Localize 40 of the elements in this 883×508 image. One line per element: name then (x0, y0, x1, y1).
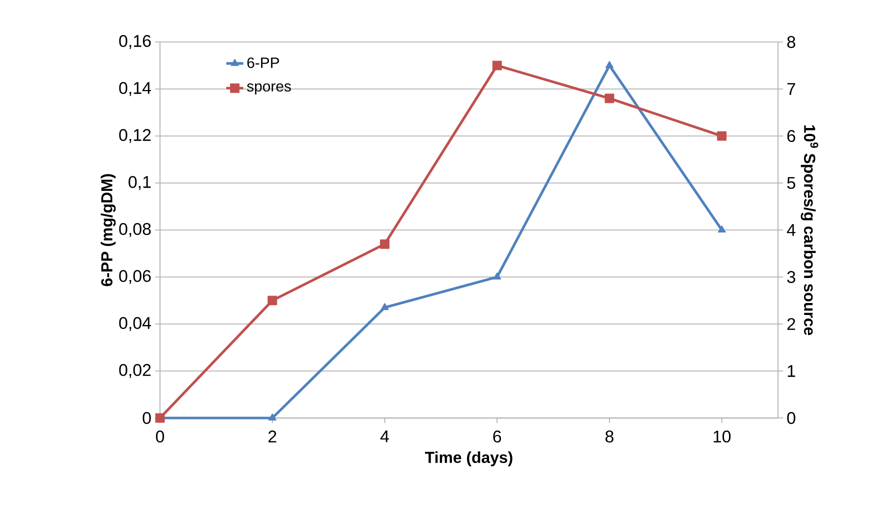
y2-tick-label: 3 (787, 271, 796, 283)
legend-label: spores (247, 83, 291, 95)
x-tick-label: 6 (493, 430, 502, 443)
point (380, 239, 390, 249)
point (717, 131, 727, 141)
point (718, 225, 726, 232)
point (155, 413, 165, 423)
y2-tick-label: 8 (787, 36, 796, 48)
y-tick-label: 0,16 (119, 34, 151, 49)
y-tick-label: 0 (142, 412, 151, 424)
y-tick-label: 0,08 (119, 223, 151, 237)
point (604, 94, 614, 104)
x-tick-label: 0 (156, 430, 164, 443)
x-tick-label: 2 (268, 430, 276, 442)
x-tick-label: 10 (714, 430, 731, 443)
x-axis-title: Time (days) (425, 451, 512, 466)
y-tick-label: 0,04 (119, 317, 151, 331)
y2-tick-label: 2 (787, 318, 796, 330)
y-tick-label: 0,1 (128, 176, 151, 190)
y-axis-title: 6-PP (mg/gDM) (100, 174, 116, 286)
point (492, 60, 502, 70)
point (492, 272, 502, 280)
y2-tick-label: 4 (786, 224, 796, 236)
legend-label: 6-PP (247, 57, 280, 68)
point (380, 302, 389, 310)
x-tick-label: 4 (380, 430, 389, 442)
y2-tick-label: 0 (787, 412, 796, 424)
y-tick-label: 0,14 (119, 82, 151, 96)
y-tick-label: 0,06 (119, 270, 151, 284)
point (268, 296, 278, 306)
x-tick-label: 8 (605, 430, 614, 443)
y2-tick-label: 5 (787, 177, 796, 189)
y2-axis-title: 10$^{9}$ Spores/g carbon source (800, 125, 818, 336)
y2-tick-label: 7 (787, 83, 796, 95)
y-tick-label: 0,02 (119, 364, 151, 378)
point (605, 60, 614, 68)
y2-tick-label: 1 (788, 365, 796, 377)
y-tick-label: 0,12 (119, 129, 151, 143)
y2-tick-label: 6 (787, 130, 796, 142)
point (268, 413, 276, 420)
